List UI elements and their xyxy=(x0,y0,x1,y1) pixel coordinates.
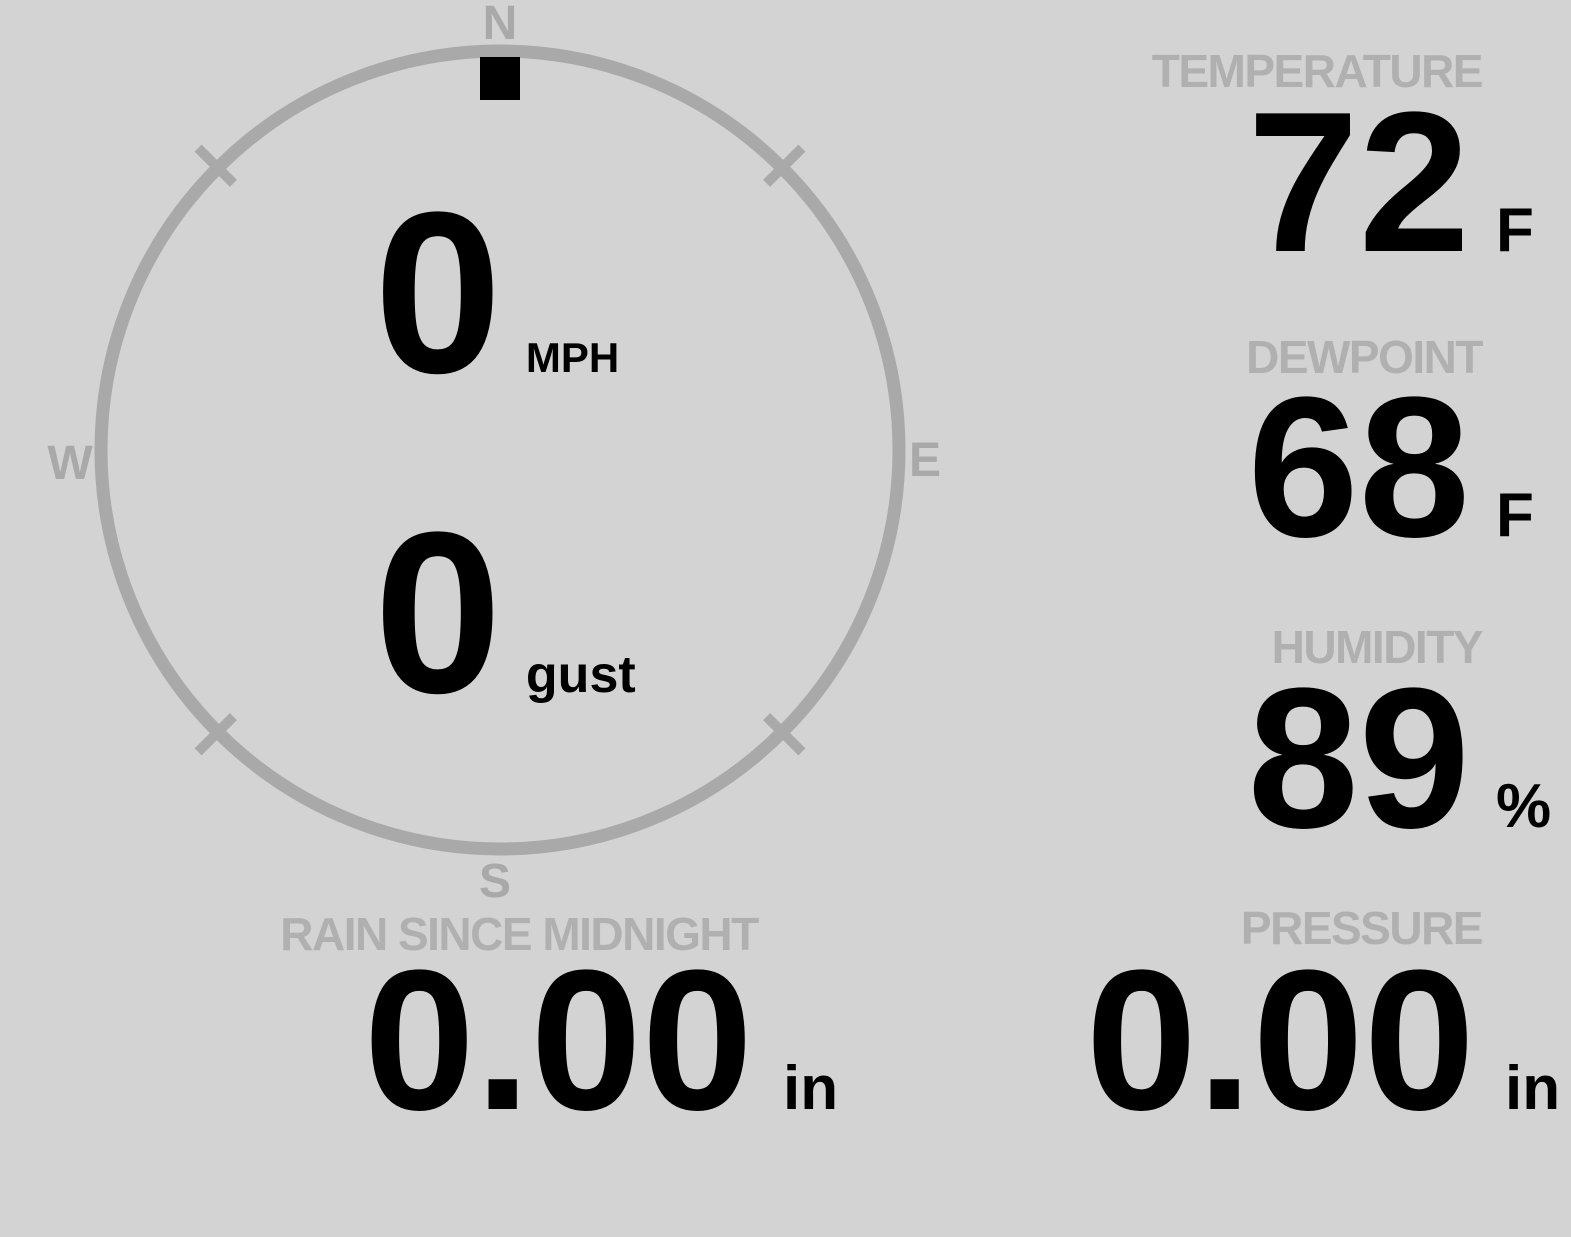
wind-direction-marker-icon xyxy=(480,57,520,100)
pressure-metric: 0.00 in xyxy=(1085,929,1560,1152)
dewpoint-unit: F xyxy=(1496,481,1534,550)
pressure-unit: in xyxy=(1505,1054,1561,1123)
compass-letter-east: E xyxy=(908,434,942,487)
rain-since-midnight-unit: in xyxy=(783,1054,839,1123)
humidity-metric: 89 % xyxy=(1247,647,1552,870)
rain-since-midnight-metric: 0.00 in xyxy=(363,929,838,1152)
dewpoint-metric: 68 F xyxy=(1247,356,1534,579)
temperature-unit: F xyxy=(1496,196,1534,265)
rain-since-midnight-label: RAIN SINCE MIDNIGHT xyxy=(280,908,759,960)
dewpoint-value: 68 xyxy=(1247,356,1470,579)
compass-tick-nw xyxy=(194,144,237,187)
wind-speed-value: 0 xyxy=(374,164,502,421)
wind-gust-metric: 0 gust xyxy=(374,484,636,741)
compass-ring xyxy=(94,44,906,856)
rain-since-midnight-value: 0.00 xyxy=(363,929,753,1152)
compass-tick-ne xyxy=(763,144,806,187)
humidity-label: HUMIDITY xyxy=(1271,621,1484,673)
compass-letter-west: W xyxy=(47,437,93,490)
humidity-value: 89 xyxy=(1247,647,1470,870)
humidity-unit: % xyxy=(1496,772,1552,841)
wind-gust-value: 0 xyxy=(374,484,502,741)
compass-tick-sw xyxy=(194,713,237,756)
wind-compass xyxy=(94,44,906,856)
wind-gust-unit: gust xyxy=(525,646,636,704)
temperature-value: 72 xyxy=(1247,71,1470,294)
compass-letter-south: S xyxy=(478,855,512,908)
wind-speed-unit: MPH xyxy=(525,334,620,381)
compass-tick-se xyxy=(763,713,806,756)
compass-letter-north: N xyxy=(482,0,518,50)
wind-speed-metric: 0 MPH xyxy=(374,164,619,421)
temperature-metric: 72 F xyxy=(1247,71,1534,294)
pressure-label: PRESSURE xyxy=(1240,902,1484,954)
temperature-label: TEMPERATURE xyxy=(1151,45,1484,97)
dewpoint-label: DEWPOINT xyxy=(1246,331,1483,383)
pressure-value: 0.00 xyxy=(1085,929,1475,1152)
